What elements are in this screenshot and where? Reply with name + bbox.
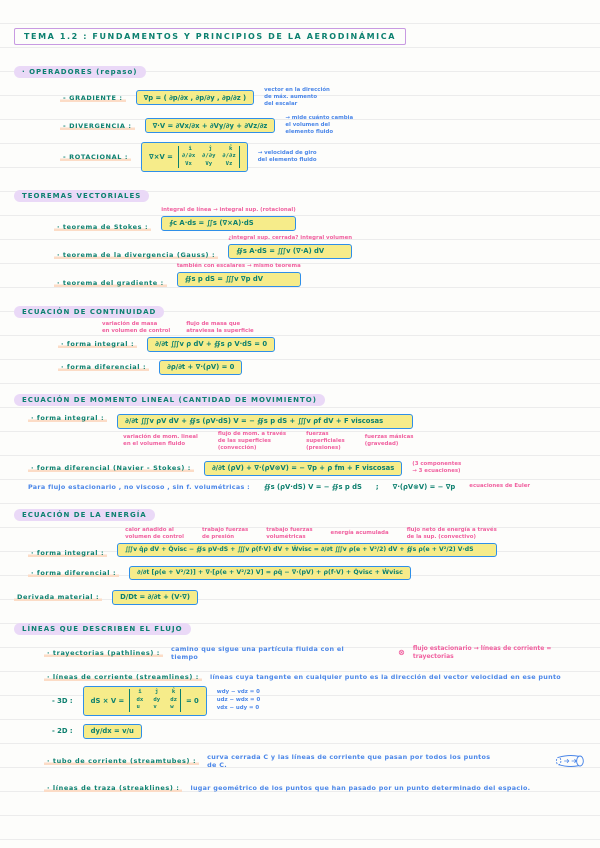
derivada-material-formula: D/Dt = ∂/∂t + (V·∇) (112, 589, 198, 605)
crossed-circle-icon: ⊗ (398, 648, 405, 658)
stokes-note: integral de línea → integral sup. (rotac… (161, 206, 296, 213)
continuidad-note-masa: variación de masa en volumen de control (102, 320, 171, 334)
continuidad-integral-formula: ∂/∂t ∭v ρ dV + ∯s ρ V·dS = 0 (147, 336, 276, 352)
energia-integral-formula: ∭v q̇ρ dV + Q̇visc − ∯s pV·dS + ∭v ρ(f·V… (117, 542, 497, 557)
momento-note-masicas: fuerzas másicas (gravedad) (364, 434, 414, 448)
streaklines-text: lugar geométrico de los puntos que han p… (190, 783, 531, 792)
gradiente-formula: ∇p = ( ∂p/∂x , ∂p/∂y , ∂p/∂z ) (135, 90, 255, 106)
navier-stokes-note: (3 componentes → 3 ecuaciones) (412, 461, 462, 475)
energia-note-presion: trabajo fuerzas de presión (201, 526, 249, 540)
gauss-note: ¿integral sup. cerrada? integral volumen (228, 234, 353, 241)
euler-intro: Para flujo estacionario , no viscoso , s… (28, 482, 250, 491)
continuidad-diferencial-formula: ∂ρ/∂t + ∇·(ρV) = 0 (159, 359, 243, 375)
continuidad-note-flujo: flujo de masa que atraviesa la superfici… (186, 320, 254, 334)
section-operadores-heading: · OPERADORES (repaso) (14, 66, 146, 78)
divergencia-formula: ∇·V = ∂Vx/∂x + ∂Vy/∂y + ∂Vz/∂z (144, 118, 276, 134)
trayectorias-label: · trayectorias (pathlines) : (44, 648, 163, 657)
streamlines-2d-label: - 2D : (52, 727, 73, 736)
streamlines-label: · líneas de corriente (streamlines) : (44, 672, 202, 681)
streamtube-sketch-icon (556, 754, 585, 767)
momento-note-flujo: flujo de mom. a través de las superficie… (217, 430, 287, 451)
momento-integral-label: · forma integral : (28, 413, 108, 422)
streamtube-text: curva cerrada C y las líneas de corrient… (207, 752, 491, 769)
streamlines-3d-label: - 3D : (52, 696, 73, 705)
streamtube-label: · tubo de corriente (streamtubes) : (44, 756, 200, 765)
gradiente-note: vector en la dirección de máx. aumento d… (264, 87, 330, 108)
page-title: TEMA 1.2 : FUNDAMENTOS Y PRINCIPIOS DE L… (14, 28, 407, 45)
rotacional-note: → velocidad de giro del elemento fluido (257, 149, 317, 163)
streamlines-3d-suffix: = 0 (185, 696, 199, 705)
stokes-label: · teorema de Stokes : (54, 222, 152, 231)
momento-integral-formula: ∂/∂t ∭v ρV dV + ∯s (ρV·dS) V = − ∯s p dS… (117, 413, 414, 429)
energia-integral-label: · forma integral : (28, 548, 108, 557)
continuidad-integral-label: · forma integral : (58, 340, 138, 349)
section-continuidad-heading: ECUACIÓN DE CONTINUIDAD (14, 305, 165, 318)
divergencia-note: → mide cuánto cambia el volumen del elem… (285, 115, 354, 136)
rotacional-matrix: î ĵ k̂ ∂/∂x ∂/∂y ∂/∂z Vx Vy Vz (177, 145, 240, 169)
section-teoremas-heading: TEOREMAS VECTORIALES (14, 189, 150, 202)
teorema-gradiente-formula: ∯s p dS = ∭v ∇p dV (176, 271, 301, 287)
teorema-gradiente-label: · teorema del gradiente : (54, 278, 167, 287)
energia-diferencial-label: · forma diferencial : (28, 568, 120, 577)
title-row: TEMA 1.2 : FUNDAMENTOS Y PRINCIPIOS DE L… (14, 24, 586, 45)
rotacional-formula: ∇×V = î ĵ k̂ ∂/∂x ∂/∂y ∂/∂z Vx Vy Vz (141, 142, 248, 172)
continuidad-diferencial-label: · forma diferencial : (58, 363, 150, 372)
divergencia-label: - DIVERGENCIA : (60, 121, 135, 130)
gauss-formula: ∯s A·dS = ∭v (∇·A) dV (228, 243, 353, 259)
streamlines-text: líneas cuya tangente en cualquier punto … (209, 672, 561, 681)
section-energia-heading: ECUACIÓN DE LA ENERGÍA (14, 508, 155, 521)
energia-diferencial-formula: ∂/∂t [ρ(e + V²/2)] + ∇·[ρ(e + V²/2) V] =… (129, 565, 411, 580)
section-lineas-heading: LÍNEAS QUE DESCRIBEN EL FLUJO (14, 622, 191, 635)
streamlines-3d-eq2: udz − wdx = 0 (216, 697, 261, 704)
streamlines-2d-formula: dy/dx = v/u (82, 723, 142, 739)
gauss-label: · teorema de la divergencia (Gauss) : (54, 250, 219, 259)
euler-separator: ; (375, 482, 379, 491)
trayectorias-text: camino que sigue una partícula fluida co… (171, 644, 344, 661)
rotacional-label: - ROTACIONAL : (60, 152, 132, 161)
streamlines-3d-prefix: dS × V = (90, 696, 125, 705)
energia-note-calor: calor añadido al volumen de control (125, 526, 184, 540)
energia-note-acumulada: energía acumulada (330, 530, 389, 537)
rotacional-prefix: ∇×V = (149, 152, 173, 161)
streamlines-3d-eq1: wdy − vdz = 0 (216, 689, 260, 696)
energia-note-volumetricas: trabajo fuerzas volumétricas (266, 526, 313, 540)
euler-formula-diferencial: ∇·(ρV⊗V) = − ∇p (392, 482, 456, 491)
streamlines-3d-matrix: î ĵ k̂ dx dy dz u v w (129, 689, 181, 713)
navier-stokes-label: · forma diferencial (Navier - Stokes) : (28, 464, 194, 473)
trayectorias-note: flujo estacionario → líneas de corriente… (412, 645, 552, 660)
energia-note-convectivo: flujo neto de energía a través de la sup… (406, 526, 497, 540)
stokes-formula: ∮c A·ds = ∬s (∇×A)·dS (161, 215, 296, 231)
streaklines-label: · líneas de traza (streaklines) : (44, 783, 183, 792)
derivada-material-label: Derivada material : (14, 593, 103, 602)
streamlines-3d-formula: dS × V = î ĵ k̂ dx dy dz u v w = 0 (82, 685, 207, 716)
section-momento-heading: ECUACIÓN DE MOMENTO LINEAL (CANTIDAD DE … (14, 393, 325, 406)
euler-formula-integral: ∯s (ρV·dS) V = − ∯s p dS (263, 482, 362, 491)
euler-note: ecuaciones de Euler (469, 483, 531, 490)
momento-note-superficiales: fuerzas superficiales (presiones) (306, 430, 345, 451)
momento-note-variacion: variación de mom. lineal en el volumen f… (123, 434, 198, 448)
teorema-gradiente-note: también con escalares → mismo teorema (176, 262, 301, 269)
gradiente-label: - GRADIENTE : (60, 93, 126, 102)
navier-stokes-formula: ∂/∂t (ρV) + ∇·(ρV⊗V) = − ∇p + ρ fm + F v… (203, 460, 403, 476)
streamlines-3d-eq3: vdx − udy = 0 (216, 705, 260, 712)
